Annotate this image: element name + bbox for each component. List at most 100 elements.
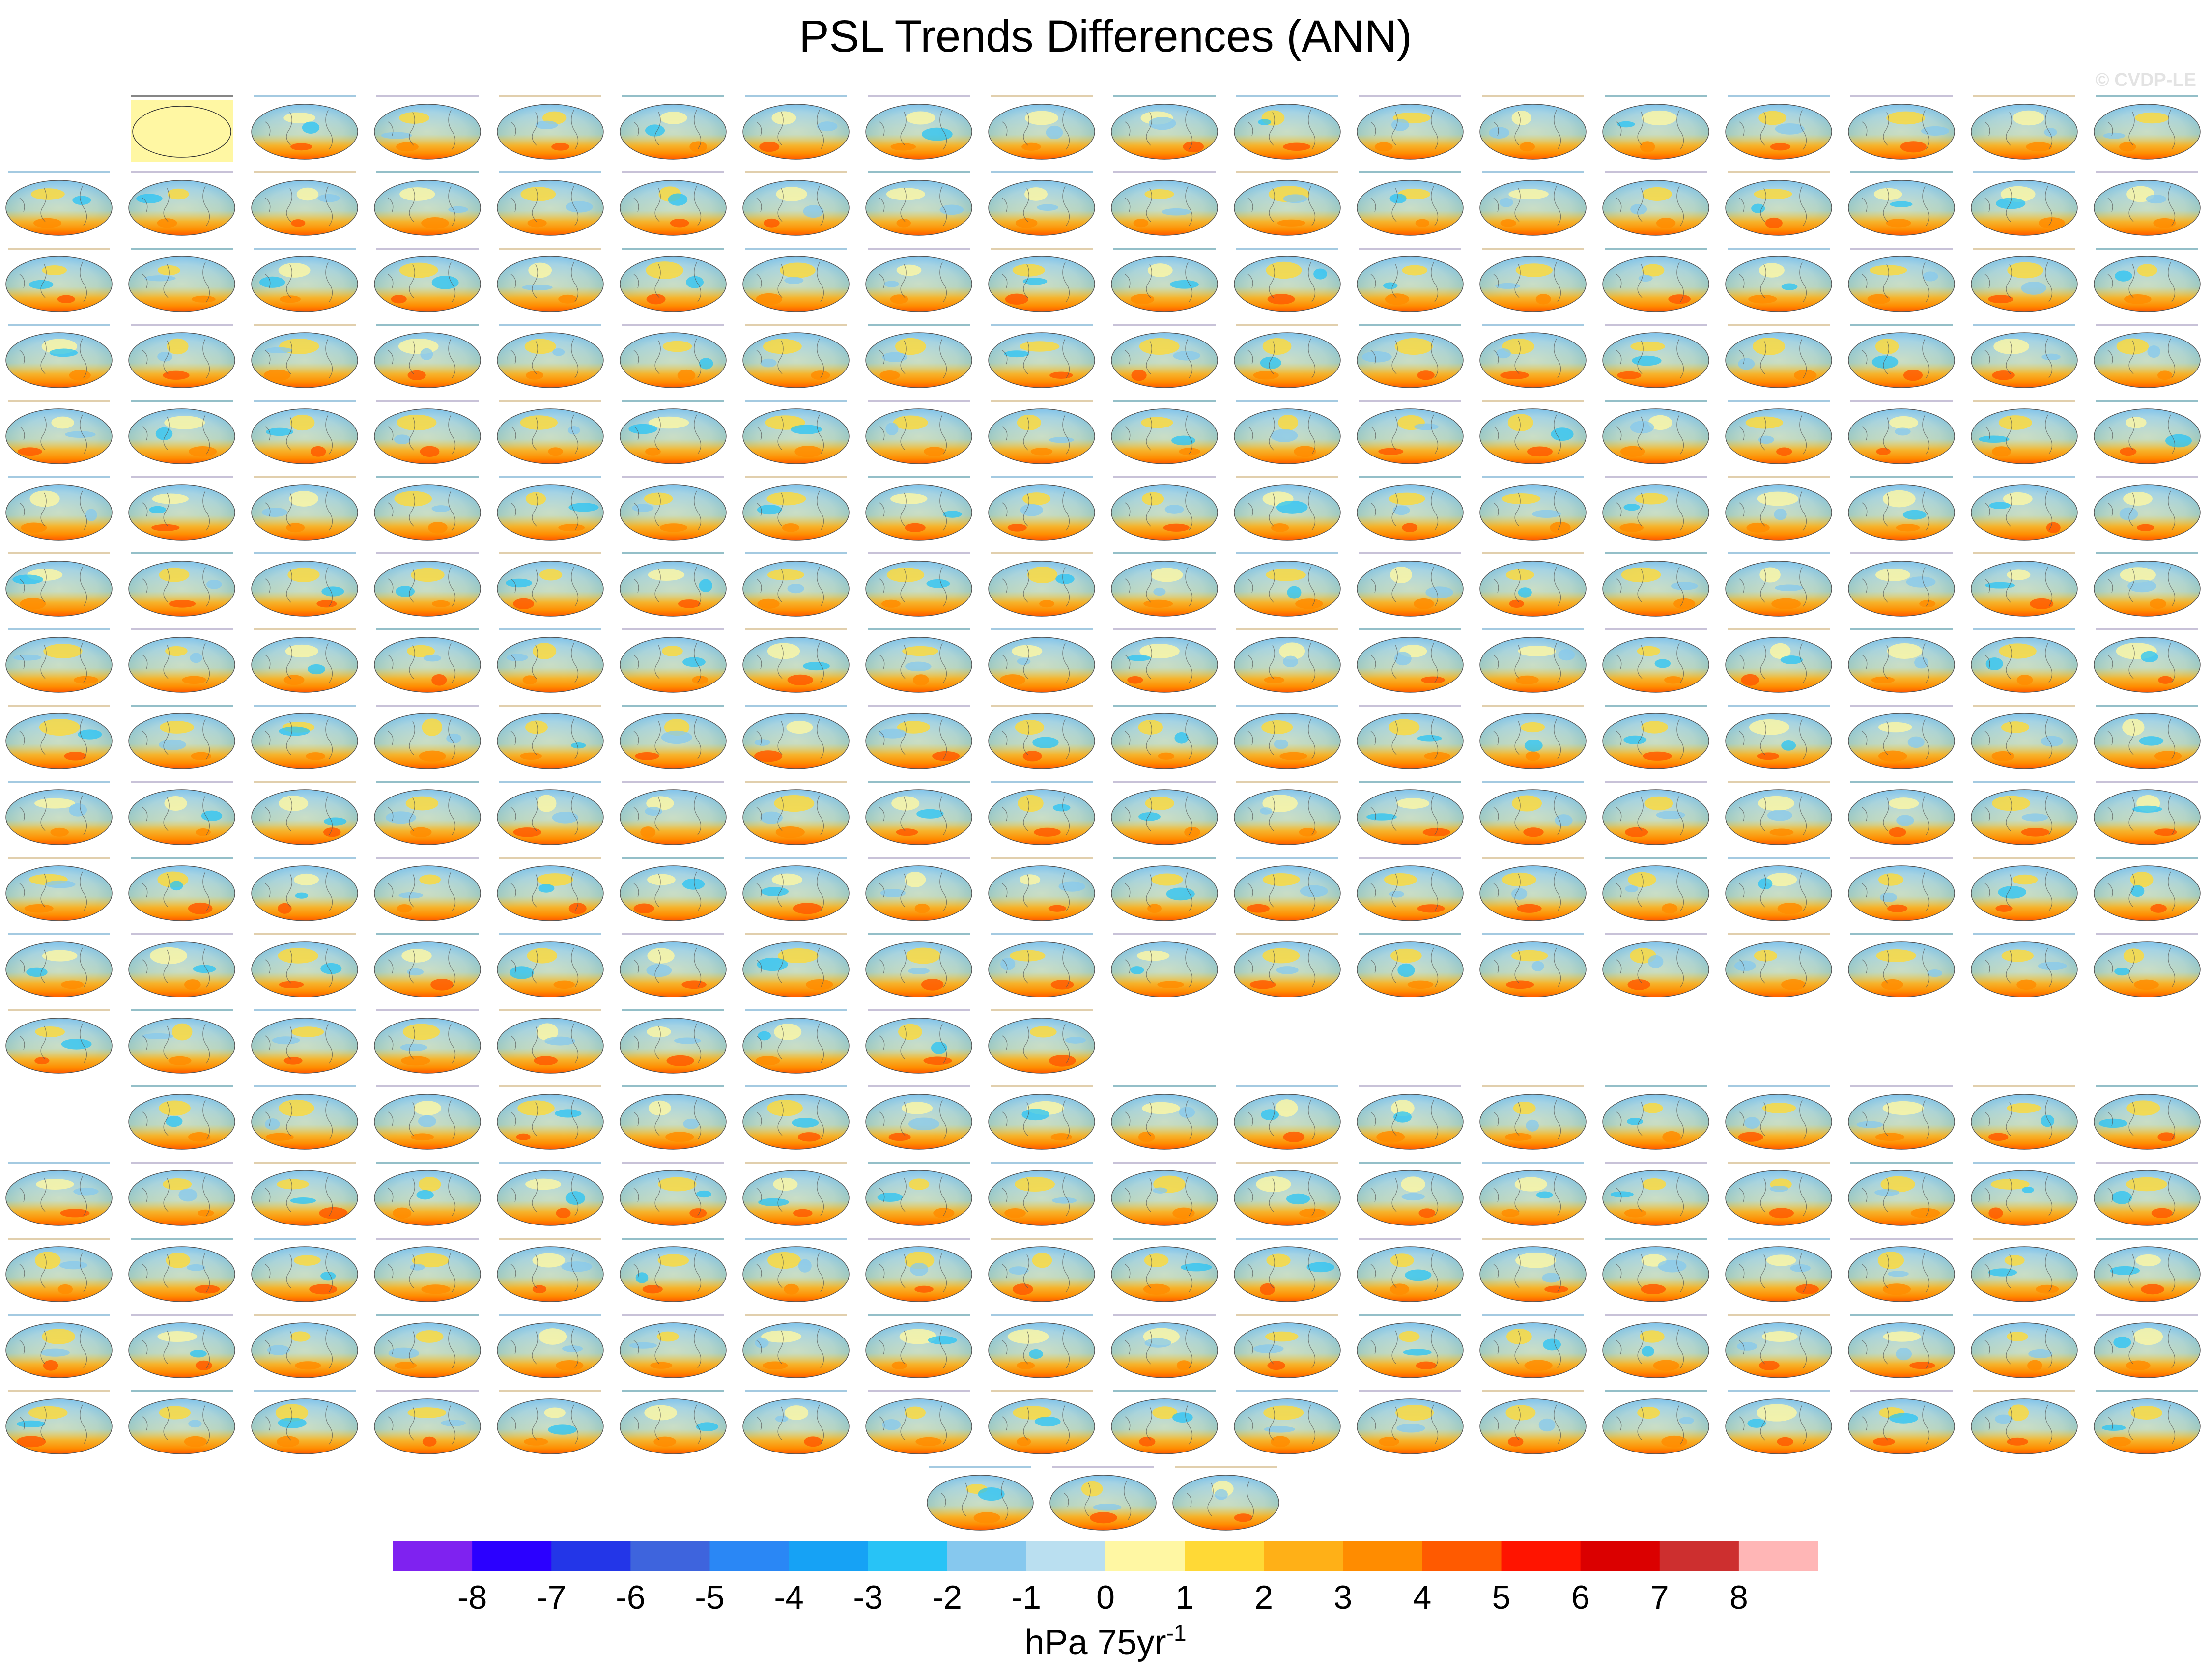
panel-caption-strip	[8, 781, 110, 783]
panel-caption-strip	[622, 476, 724, 478]
coastlines	[1247, 567, 1316, 607]
southern-ocean-anomaly	[374, 866, 481, 921]
map-outline	[988, 865, 1095, 921]
panel-caption-strip	[1113, 1238, 1216, 1240]
negative-anomaly	[2022, 1186, 2034, 1194]
southern-ocean-anomaly	[866, 561, 972, 616]
positive-anomaly	[1050, 980, 1074, 990]
panel-caption-strip	[868, 1009, 970, 1011]
panel-caption-strip	[2096, 324, 2198, 326]
map-outline	[1725, 1398, 1832, 1454]
model-panel	[497, 705, 604, 769]
positive-anomaly	[1024, 111, 1058, 125]
panel-caption-strip	[254, 476, 356, 478]
positive-anomaly	[34, 1252, 61, 1269]
positive-anomaly	[1389, 492, 1425, 505]
southern-ocean-anomaly	[1603, 485, 1709, 540]
negative-anomaly	[45, 880, 76, 888]
model-panel	[1357, 1085, 1464, 1150]
coastlines	[388, 795, 456, 835]
coastlines	[1370, 871, 1439, 911]
positive-anomaly	[1172, 1207, 1195, 1219]
coastlines	[1125, 186, 1193, 226]
panel-caption-strip	[1236, 171, 1338, 173]
positive-anomaly	[1502, 493, 1541, 504]
positive-anomaly	[1279, 752, 1307, 760]
panel-caption-strip	[991, 1314, 1093, 1316]
panel-caption-strip	[499, 933, 601, 935]
map-outline	[1848, 561, 1955, 617]
positive-anomaly	[278, 903, 292, 914]
model-panel	[1602, 705, 1709, 769]
panel-caption-strip	[1605, 1085, 1707, 1087]
positive-anomaly	[50, 827, 69, 837]
map-outline	[1111, 256, 1218, 312]
model-panel	[1971, 1390, 2078, 1454]
positive-anomaly	[1012, 645, 1043, 657]
negative-anomaly	[1988, 1268, 2017, 1277]
positive-anomaly	[776, 187, 807, 201]
model-panel	[1725, 95, 1832, 160]
panel-caption-strip	[868, 781, 970, 783]
positive-anomaly	[520, 752, 542, 760]
negative-anomaly	[879, 728, 907, 739]
positive-anomaly	[1004, 1208, 1026, 1218]
positive-anomaly	[2123, 491, 2153, 506]
coastlines	[2107, 947, 2176, 988]
panel-caption-strip	[376, 1390, 479, 1392]
southern-ocean-anomaly	[129, 1323, 235, 1378]
negative-anomaly	[1734, 960, 1756, 971]
coastlines	[633, 1176, 702, 1216]
panel-caption-strip	[991, 400, 1093, 402]
map-outline	[1111, 1094, 1218, 1150]
model-panel	[128, 705, 235, 769]
map-outline	[1725, 1170, 1832, 1226]
positive-anomaly	[29, 490, 60, 507]
positive-anomaly	[1642, 187, 1672, 201]
panel-caption-strip	[1482, 933, 1584, 935]
watermark: © CVDP-LE	[2095, 70, 2196, 90]
negative-anomaly	[1130, 966, 1144, 974]
coastlines	[388, 110, 456, 150]
panel-caption-strip	[745, 628, 847, 630]
positive-anomaly	[1616, 371, 1642, 379]
positive-anomaly	[1909, 1362, 1935, 1369]
panel-caption-strip	[376, 552, 479, 554]
model-panel	[1725, 628, 1832, 693]
coastlines	[1247, 490, 1316, 531]
map-outline	[1971, 1094, 2078, 1150]
map-outline	[1234, 1322, 1341, 1378]
positive-anomaly	[405, 796, 439, 811]
model-panel	[1357, 857, 1464, 921]
model-panel	[5, 400, 113, 464]
map-outline	[1357, 865, 1464, 921]
model-panel	[865, 1085, 972, 1150]
map-outline	[1725, 180, 1832, 236]
positive-anomaly	[657, 1177, 697, 1192]
model-panel	[1848, 400, 1955, 464]
model-panel	[5, 171, 113, 236]
positive-anomaly	[1139, 643, 1180, 659]
southern-ocean-anomaly	[252, 1018, 358, 1073]
map-outline	[497, 484, 604, 541]
southern-ocean-anomaly	[1971, 1247, 2077, 1302]
map-outline	[2094, 713, 2201, 769]
positive-anomaly	[1414, 598, 1434, 609]
positive-anomaly	[1508, 189, 1549, 199]
positive-anomaly	[1777, 902, 1803, 914]
positive-anomaly	[283, 1056, 303, 1065]
positive-anomaly	[1741, 674, 1759, 686]
negative-anomaly	[1923, 271, 1938, 282]
positive-anomaly	[69, 370, 91, 381]
negative-anomaly	[1366, 813, 1397, 821]
map-outline	[620, 561, 727, 617]
positive-anomaly	[1022, 751, 1042, 762]
map-outline	[2094, 561, 2201, 617]
positive-anomaly	[289, 491, 319, 507]
positive-anomaly	[647, 948, 675, 964]
map-outline	[1234, 1398, 1341, 1454]
negative-anomaly	[757, 505, 782, 515]
map-outline	[988, 256, 1095, 312]
positive-anomaly	[1151, 873, 1183, 886]
positive-anomaly	[397, 904, 412, 913]
